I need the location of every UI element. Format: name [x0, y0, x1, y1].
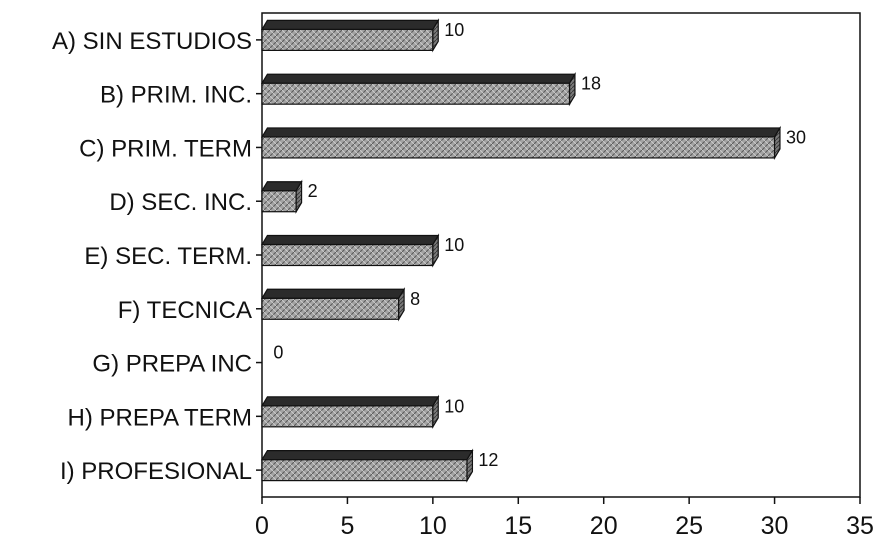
bars-group: 10 18 30 2 10 8 0 10 12 — [260, 18, 806, 483]
category-label-g: G) PREPA INC — [92, 351, 252, 378]
category-label-c: C) PRIM. TERM — [79, 135, 252, 162]
bar-b — [260, 72, 577, 107]
bar-h — [260, 394, 440, 429]
x-tick-label-35: 35 — [846, 512, 874, 540]
x-axis-ticks: 0 5 10 15 20 25 30 35 — [255, 39, 874, 540]
data-label-e: 10 — [444, 235, 464, 255]
category-label-a: A) SIN ESTUDIOS — [52, 28, 252, 55]
category-label-f: F) TECNICA — [118, 297, 252, 324]
category-label-b: B) PRIM. INC. — [100, 82, 252, 109]
x-tick-label-30: 30 — [761, 512, 789, 540]
x-tick-label-0: 0 — [255, 512, 269, 540]
category-label-i: I) PROFESIONAL — [60, 458, 252, 485]
data-label-f: 8 — [410, 289, 420, 309]
data-label-b: 18 — [581, 74, 601, 94]
bar-d — [260, 179, 303, 214]
data-label-h: 10 — [444, 396, 464, 416]
bar-i — [260, 448, 474, 483]
x-tick-label-10: 10 — [419, 512, 447, 540]
data-label-i: 12 — [478, 450, 498, 470]
bar-a — [260, 18, 440, 53]
bar-c — [260, 125, 782, 161]
category-labels: A) SIN ESTUDIOS B) PRIM. INC. C) PRIM. TER… — [52, 28, 252, 485]
data-label-a: 10 — [444, 20, 464, 40]
data-label-d: 2 — [308, 181, 318, 201]
x-tick-label-15: 15 — [504, 512, 532, 540]
x-tick-label-25: 25 — [675, 512, 703, 540]
bar-e — [260, 233, 440, 268]
bar-f — [260, 287, 406, 322]
category-label-h: H) PREPA TERM — [68, 404, 252, 431]
category-label-e: E) SEC. TERM. — [84, 243, 252, 270]
category-label-d: D) SEC. INC. — [109, 189, 252, 216]
x-tick-label-5: 5 — [340, 512, 354, 540]
data-label-g: 0 — [273, 343, 283, 363]
data-label-c: 30 — [786, 127, 806, 147]
x-tick-label-20: 20 — [590, 512, 618, 540]
